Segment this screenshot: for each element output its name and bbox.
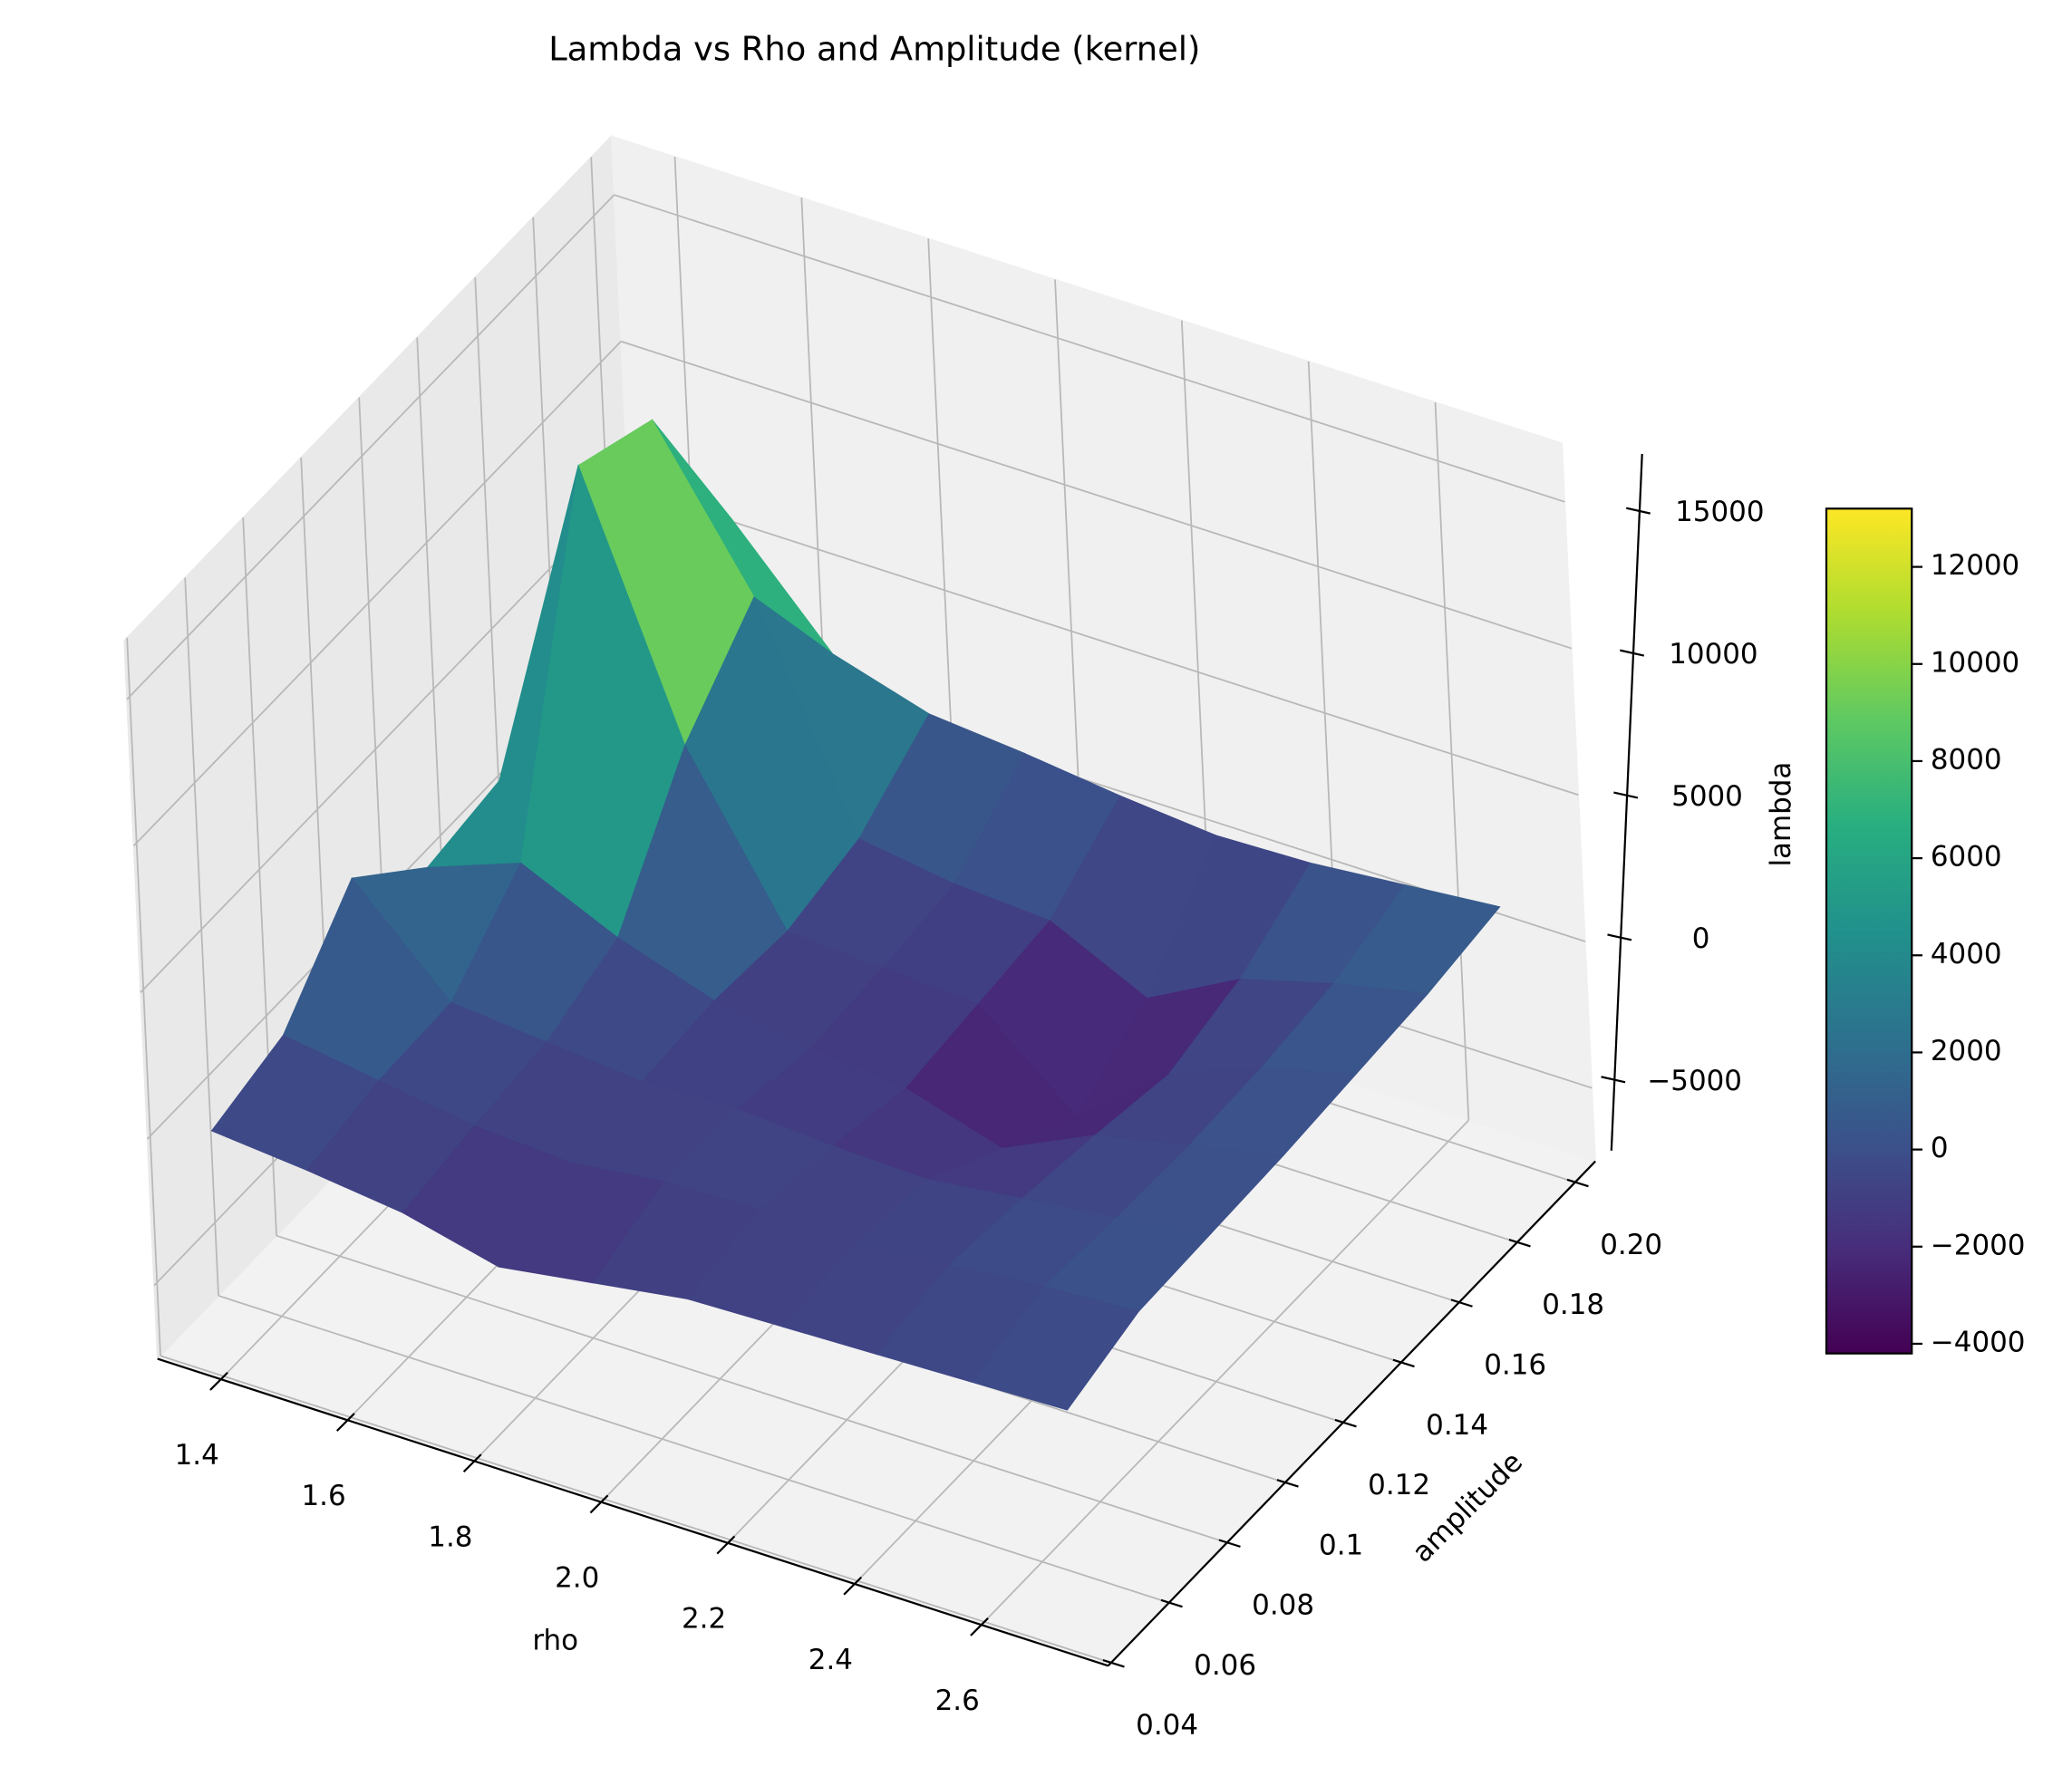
colorbar-tick-label: 8000	[1931, 743, 2002, 776]
z-tick	[1625, 507, 1651, 515]
y-tick	[1450, 1298, 1473, 1308]
z-tick-label: 5000	[1671, 780, 1743, 813]
grid-line	[126, 194, 615, 700]
grid-line	[160, 1355, 1112, 1664]
colorbar-tick-label: −4000	[1931, 1326, 2026, 1358]
grid-line	[614, 194, 1565, 503]
surface-face	[971, 1286, 1139, 1411]
x-tick	[462, 1453, 482, 1473]
colorbar-tick-label: 12000	[1931, 549, 2019, 582]
z-axis-label: lambda	[1765, 762, 1797, 867]
grid-line	[184, 577, 219, 1297]
y-tick-label: 0.04	[1136, 1709, 1198, 1742]
y-axis-label: amplitude	[1406, 1445, 1529, 1569]
x-tick	[589, 1494, 609, 1514]
x-tick-label: 1.6	[301, 1480, 345, 1512]
z-tick-label: 15000	[1675, 496, 1764, 528]
z-tick-label: 10000	[1669, 638, 1757, 671]
grid-line	[140, 487, 629, 993]
colorbar-tick-label: 10000	[1931, 646, 2019, 679]
colorbar-tick-label: −2000	[1931, 1229, 2026, 1261]
z-tick-label: −5000	[1647, 1065, 1742, 1097]
x-tick-label: 2.2	[682, 1603, 726, 1636]
y-tick-label: 0.1	[1319, 1529, 1363, 1561]
grid-line	[627, 487, 1579, 796]
grid-line	[126, 637, 161, 1356]
x-tick	[335, 1413, 355, 1432]
x-tick	[970, 1617, 989, 1636]
surface	[210, 419, 1501, 1411]
x-tick	[209, 1371, 228, 1391]
axis-line	[1610, 453, 1643, 1151]
colorbar-tick-label: 6000	[1931, 841, 2002, 874]
y-tick	[1276, 1479, 1299, 1488]
y-tick	[1218, 1539, 1241, 1548]
grid-line	[620, 340, 1573, 650]
chart-title: Lambda vs Rho and Amplitude (kernel)	[548, 30, 1200, 69]
colorbar	[1825, 507, 1913, 1355]
y-tick-label: 0.16	[1484, 1349, 1546, 1382]
z-tick-label: 0	[1692, 922, 1710, 955]
grid-line	[132, 341, 622, 847]
z-tick	[1601, 1076, 1626, 1084]
y-tick-label: 0.18	[1542, 1289, 1604, 1321]
z-tick	[1607, 933, 1632, 941]
y-tick-label: 0.08	[1252, 1589, 1314, 1622]
axis-line	[1107, 1160, 1596, 1667]
grid-line	[981, 1119, 1469, 1626]
x-tick-label: 2.0	[555, 1562, 599, 1595]
colorbar-tick-label: 4000	[1931, 938, 2002, 970]
y-tick-label: 0.14	[1426, 1409, 1488, 1442]
y-tick-label: 0.06	[1194, 1649, 1256, 1682]
grid-line	[1434, 401, 1470, 1121]
y-tick	[1508, 1239, 1531, 1248]
y-tick	[1334, 1418, 1357, 1428]
y-tick	[1102, 1659, 1125, 1668]
colorbar-tick-label: 0	[1931, 1132, 1949, 1164]
x-tick-label: 1.8	[428, 1521, 472, 1553]
y-tick-label: 0.20	[1600, 1229, 1662, 1261]
x-tick	[716, 1535, 736, 1555]
z-tick	[1613, 791, 1639, 799]
y-tick	[1160, 1598, 1183, 1608]
colorbar-tick-label: 2000	[1931, 1035, 2002, 1067]
x-tick-label: 2.6	[935, 1685, 980, 1717]
grid-line	[276, 1234, 1228, 1544]
y-tick	[1566, 1178, 1589, 1188]
x-tick-label: 2.4	[808, 1644, 853, 1676]
grid-line	[218, 1295, 1170, 1604]
y-tick	[1392, 1358, 1415, 1368]
x-tick	[843, 1576, 863, 1596]
axis-line	[157, 1357, 1109, 1667]
y-tick-label: 0.12	[1368, 1469, 1430, 1501]
x-tick-label: 1.4	[175, 1439, 219, 1472]
x-axis-label: rho	[532, 1624, 578, 1656]
z-tick	[1620, 649, 1645, 657]
